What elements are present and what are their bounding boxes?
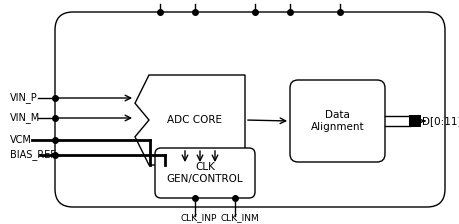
- FancyBboxPatch shape: [155, 148, 254, 198]
- Text: DVSS: DVSS: [277, 0, 302, 2]
- Text: VIN_M: VIN_M: [10, 112, 40, 123]
- Text: ADC CORE: ADC CORE: [166, 115, 221, 125]
- Text: D[0:11]: D[0:11]: [421, 116, 459, 126]
- Text: VCM: VCM: [10, 135, 32, 145]
- Polygon shape: [134, 75, 245, 165]
- Text: CLK_INP: CLK_INP: [180, 213, 217, 222]
- Text: CLK
GEN/CONTROL: CLK GEN/CONTROL: [166, 162, 243, 184]
- Text: DVDD: DVDD: [242, 0, 269, 2]
- Text: AVSS: AVSS: [183, 0, 206, 2]
- Text: VIN_P: VIN_P: [10, 93, 38, 103]
- FancyBboxPatch shape: [55, 12, 444, 207]
- Text: AVDD: AVDD: [148, 0, 173, 2]
- Bar: [408, 115, 420, 127]
- Text: Data
Alignment: Data Alignment: [310, 110, 364, 132]
- FancyBboxPatch shape: [289, 80, 384, 162]
- Text: VSUB: VSUB: [327, 0, 352, 2]
- Text: BIAS_REF: BIAS_REF: [10, 150, 56, 160]
- Text: CLK_INM: CLK_INM: [220, 213, 259, 222]
